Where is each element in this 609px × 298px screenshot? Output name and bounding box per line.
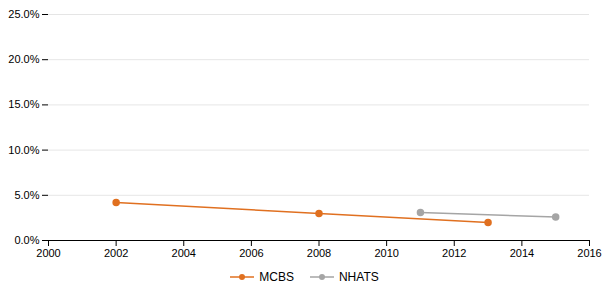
- svg-text:2016: 2016: [577, 247, 601, 259]
- html-text:MCBS: MCBS: [259, 270, 294, 284]
- svg-text:2012: 2012: [442, 247, 466, 259]
- svg-text:2002: 2002: [104, 247, 128, 259]
- svg-text:20.0%: 20.0%: [8, 53, 39, 65]
- svg-text:2004: 2004: [172, 247, 196, 259]
- svg-text:2008: 2008: [307, 247, 331, 259]
- svg-text:0.0%: 0.0%: [14, 234, 39, 246]
- svg-text:2014: 2014: [510, 247, 534, 259]
- svg-text:25.0%: 25.0%: [8, 8, 39, 20]
- svg-text:2000: 2000: [36, 247, 60, 259]
- svg-text:2010: 2010: [374, 247, 398, 259]
- svg-text:15.0%: 15.0%: [8, 98, 39, 110]
- html-text:NHATS: NHATS: [338, 270, 379, 284]
- svg-text:5.0%: 5.0%: [14, 189, 39, 201]
- svg-text:10.0%: 10.0%: [8, 144, 39, 156]
- svg-text:2006: 2006: [239, 247, 263, 259]
